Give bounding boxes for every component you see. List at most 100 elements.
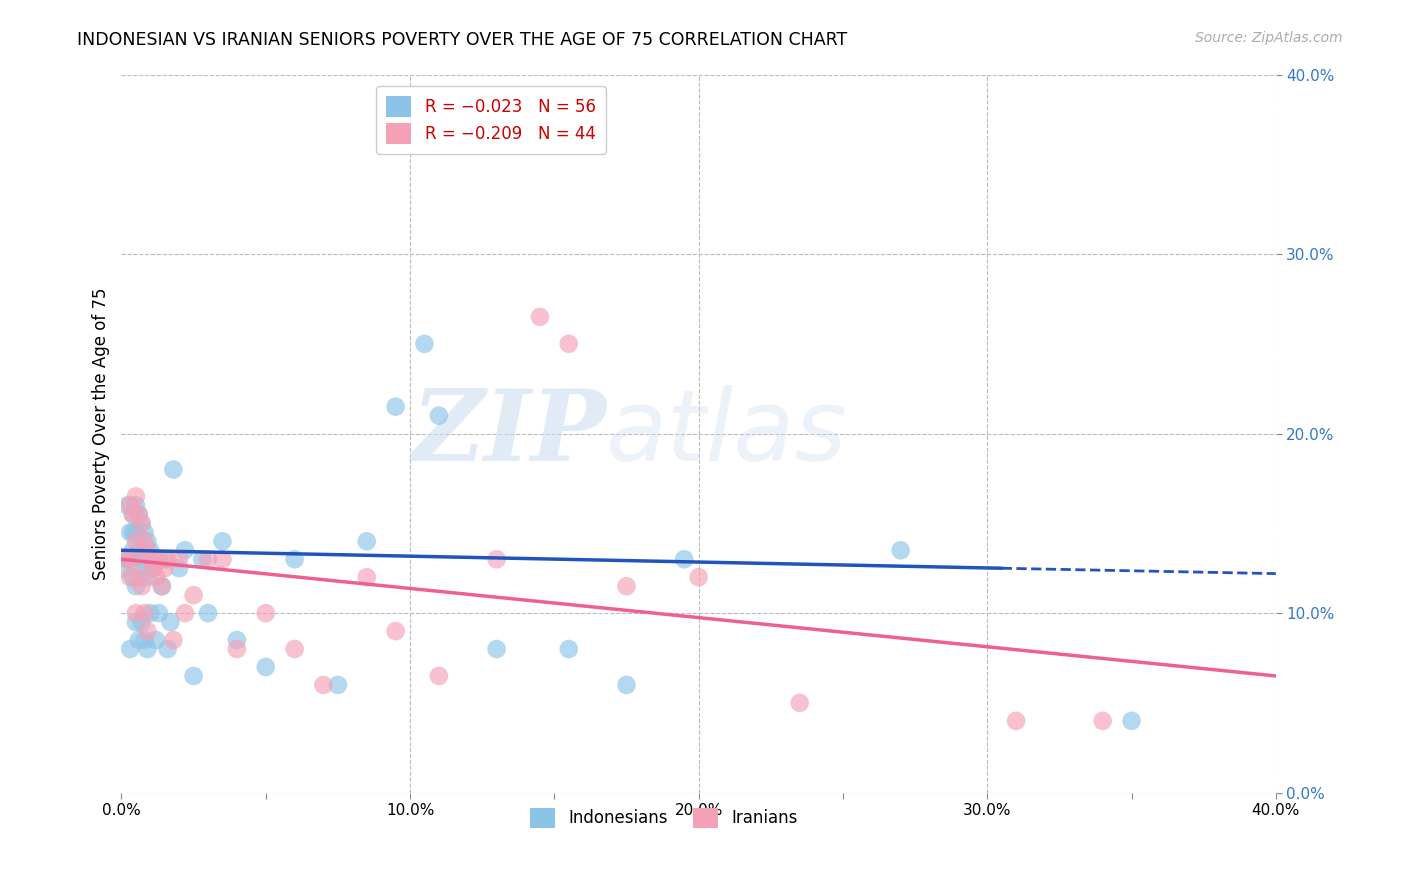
Point	[356, 570, 378, 584]
Point	[134, 525, 156, 540]
Point	[142, 561, 165, 575]
Point	[112, 561, 135, 575]
Point	[254, 660, 277, 674]
Point	[183, 588, 205, 602]
Point	[159, 615, 181, 629]
Point	[413, 336, 436, 351]
Point	[128, 543, 150, 558]
Point	[120, 499, 142, 513]
Point	[131, 579, 153, 593]
Point	[616, 579, 638, 593]
Point	[1005, 714, 1028, 728]
Point	[125, 525, 148, 540]
Text: Source: ZipAtlas.com: Source: ZipAtlas.com	[1195, 31, 1343, 45]
Point	[139, 606, 162, 620]
Point	[120, 642, 142, 657]
Point	[211, 552, 233, 566]
Point	[616, 678, 638, 692]
Point	[485, 642, 508, 657]
Point	[131, 615, 153, 629]
Point	[211, 534, 233, 549]
Point	[529, 310, 551, 324]
Point	[115, 552, 138, 566]
Point	[142, 561, 165, 575]
Point	[131, 516, 153, 531]
Point	[136, 624, 159, 638]
Point	[115, 499, 138, 513]
Text: atlas: atlas	[606, 385, 848, 482]
Point	[384, 400, 406, 414]
Point	[128, 508, 150, 522]
Point	[139, 552, 162, 566]
Point	[284, 552, 307, 566]
Point	[148, 552, 170, 566]
Point	[427, 409, 450, 423]
Point	[153, 561, 176, 575]
Point	[485, 552, 508, 566]
Legend: Indonesians, Iranians: Indonesians, Iranians	[523, 801, 804, 835]
Point	[139, 543, 162, 558]
Point	[145, 570, 167, 584]
Point	[134, 561, 156, 575]
Point	[136, 534, 159, 549]
Text: ZIP: ZIP	[412, 385, 606, 482]
Point	[122, 508, 145, 522]
Point	[312, 678, 335, 692]
Point	[789, 696, 811, 710]
Point	[225, 642, 247, 657]
Point	[156, 642, 179, 657]
Point	[427, 669, 450, 683]
Point	[673, 552, 696, 566]
Point	[558, 642, 581, 657]
Point	[122, 552, 145, 566]
Point	[153, 552, 176, 566]
Point	[150, 579, 173, 593]
Point	[120, 570, 142, 584]
Point	[150, 579, 173, 593]
Point	[284, 642, 307, 657]
Point	[122, 508, 145, 522]
Point	[134, 534, 156, 549]
Point	[128, 633, 150, 648]
Point	[115, 552, 138, 566]
Point	[162, 633, 184, 648]
Y-axis label: Seniors Poverty Over the Age of 75: Seniors Poverty Over the Age of 75	[93, 287, 110, 580]
Point	[384, 624, 406, 638]
Point	[167, 552, 190, 566]
Point	[183, 669, 205, 683]
Point	[120, 552, 142, 566]
Point	[191, 552, 214, 566]
Point	[174, 543, 197, 558]
Point	[254, 606, 277, 620]
Point	[131, 516, 153, 531]
Point	[125, 579, 148, 593]
Point	[136, 543, 159, 558]
Point	[125, 606, 148, 620]
Point	[136, 570, 159, 584]
Point	[688, 570, 710, 584]
Point	[148, 606, 170, 620]
Point	[125, 534, 148, 549]
Point	[156, 552, 179, 566]
Point	[122, 525, 145, 540]
Point	[1121, 714, 1143, 728]
Point	[197, 606, 219, 620]
Point	[145, 633, 167, 648]
Point	[122, 543, 145, 558]
Point	[890, 543, 912, 558]
Point	[326, 678, 349, 692]
Point	[136, 642, 159, 657]
Text: INDONESIAN VS IRANIAN SENIORS POVERTY OVER THE AGE OF 75 CORRELATION CHART: INDONESIAN VS IRANIAN SENIORS POVERTY OV…	[77, 31, 848, 49]
Point	[162, 462, 184, 476]
Point	[558, 336, 581, 351]
Point	[125, 499, 148, 513]
Point	[356, 534, 378, 549]
Point	[131, 552, 153, 566]
Point	[197, 552, 219, 566]
Point	[167, 561, 190, 575]
Point	[125, 490, 148, 504]
Point	[128, 570, 150, 584]
Point	[225, 633, 247, 648]
Point	[1091, 714, 1114, 728]
Point	[125, 615, 148, 629]
